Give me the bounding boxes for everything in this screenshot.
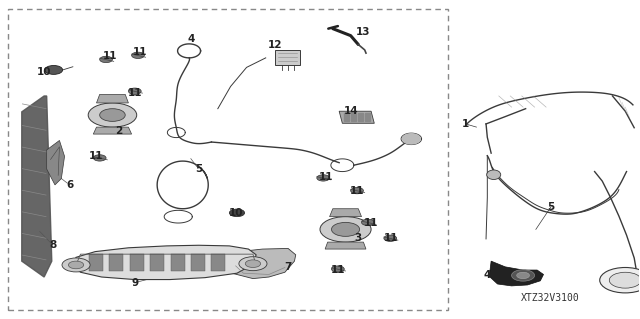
Text: 11: 11 — [364, 218, 378, 228]
Circle shape — [317, 175, 330, 181]
Text: 2: 2 — [115, 126, 122, 136]
Text: 14: 14 — [343, 106, 358, 116]
Polygon shape — [351, 113, 356, 121]
Text: 11: 11 — [384, 233, 399, 243]
Circle shape — [516, 272, 529, 278]
Circle shape — [511, 270, 534, 281]
Circle shape — [600, 268, 640, 293]
Polygon shape — [275, 50, 300, 65]
Text: 6: 6 — [66, 180, 74, 190]
Polygon shape — [93, 127, 132, 134]
Text: XTZ32V3100: XTZ32V3100 — [520, 293, 579, 303]
Text: 11: 11 — [103, 51, 118, 61]
Polygon shape — [171, 254, 184, 271]
Text: 1: 1 — [462, 119, 469, 129]
Text: 11: 11 — [319, 172, 333, 182]
Text: 9: 9 — [131, 278, 138, 288]
Ellipse shape — [486, 170, 500, 180]
Polygon shape — [150, 254, 164, 271]
Text: 11: 11 — [331, 265, 345, 275]
Polygon shape — [325, 242, 366, 249]
Text: 11: 11 — [127, 88, 142, 98]
Text: 5: 5 — [548, 202, 555, 211]
Circle shape — [609, 272, 640, 288]
Polygon shape — [72, 245, 256, 279]
Polygon shape — [365, 113, 371, 121]
Polygon shape — [130, 254, 144, 271]
Text: 13: 13 — [356, 27, 371, 37]
Circle shape — [245, 260, 260, 268]
Polygon shape — [47, 140, 65, 185]
Polygon shape — [191, 254, 205, 271]
Circle shape — [229, 209, 244, 217]
Polygon shape — [330, 209, 362, 217]
Circle shape — [100, 109, 125, 122]
Polygon shape — [22, 96, 52, 277]
Circle shape — [68, 261, 84, 269]
Circle shape — [239, 257, 267, 271]
Polygon shape — [89, 254, 103, 271]
Circle shape — [384, 235, 397, 241]
Text: 11: 11 — [350, 186, 364, 196]
Circle shape — [62, 258, 90, 272]
Polygon shape — [97, 94, 129, 103]
Circle shape — [129, 88, 141, 94]
Text: 12: 12 — [268, 40, 282, 50]
Circle shape — [332, 222, 360, 236]
Text: 10: 10 — [37, 67, 51, 77]
Text: 7: 7 — [284, 262, 292, 272]
Bar — [8, 9, 448, 310]
Circle shape — [132, 52, 145, 58]
Polygon shape — [223, 249, 296, 278]
Polygon shape — [403, 134, 420, 144]
Circle shape — [332, 266, 344, 272]
Polygon shape — [211, 254, 225, 271]
Circle shape — [362, 219, 374, 226]
Text: 4: 4 — [188, 34, 195, 44]
Circle shape — [88, 103, 137, 127]
Polygon shape — [109, 254, 124, 271]
Polygon shape — [489, 261, 543, 286]
Text: 11: 11 — [132, 47, 147, 56]
Polygon shape — [358, 113, 364, 121]
Circle shape — [45, 65, 63, 74]
Circle shape — [100, 56, 113, 63]
Text: 10: 10 — [228, 209, 243, 219]
Polygon shape — [339, 111, 374, 123]
Circle shape — [320, 217, 371, 242]
Text: 8: 8 — [49, 240, 57, 250]
Circle shape — [351, 188, 364, 194]
Polygon shape — [344, 113, 349, 121]
Text: 5: 5 — [195, 164, 202, 174]
Text: 11: 11 — [89, 151, 104, 161]
Text: 4: 4 — [484, 271, 491, 280]
Text: 3: 3 — [355, 233, 362, 243]
Circle shape — [93, 155, 106, 161]
